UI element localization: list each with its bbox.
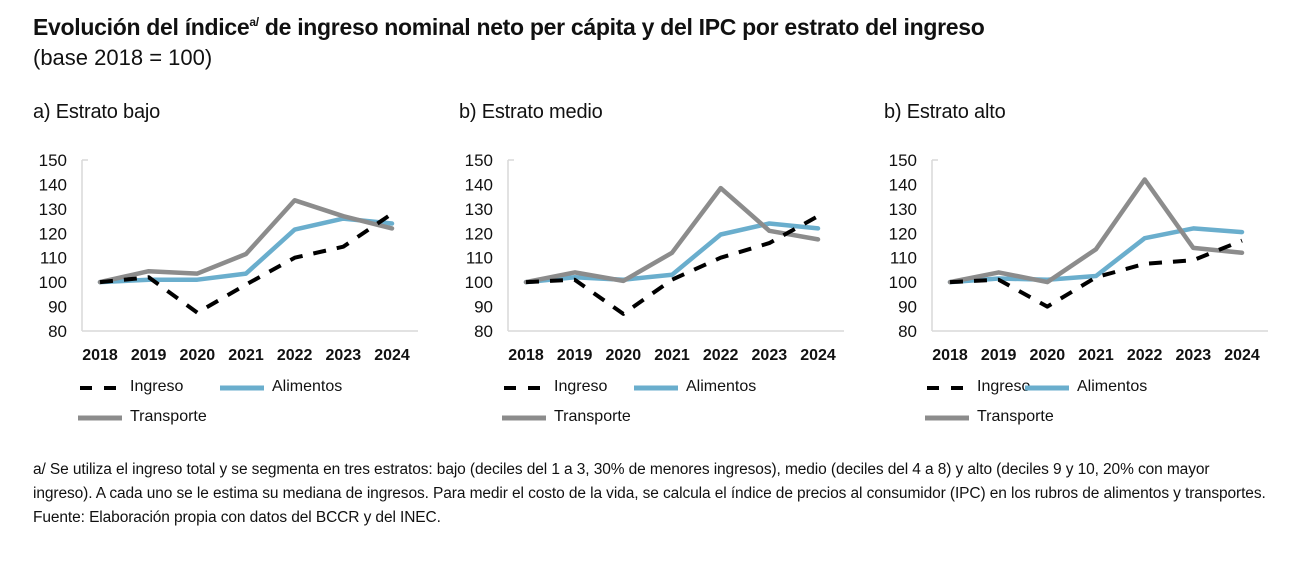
x-tick-label: 2024 — [800, 347, 836, 364]
title-text-rest: de ingreso nominal neto per cápita y del… — [258, 14, 985, 40]
x-tick-label: 2021 — [654, 347, 690, 364]
legend-item-alimentos: Alimentos — [634, 378, 756, 396]
y-tick-label: 90 — [474, 298, 493, 317]
chart-estrato-alto: 150 140 130 120 110 100 90 80 2018 2019 2020 2021 20… — [889, 151, 1268, 364]
x-tick-label: 2023 — [326, 347, 362, 364]
title-text: Evolución del índice — [33, 14, 250, 40]
x-tick-label: 2018 — [932, 347, 968, 364]
figure-title: Evolución del índicea/ de ingreso nomina… — [33, 14, 985, 41]
panel-title-bajo: a) Estrato bajo — [33, 101, 161, 123]
y-tick-label: 80 — [48, 322, 67, 341]
x-tick-label: 2019 — [131, 347, 167, 364]
legend-swatch-alimentos — [1025, 379, 1069, 395]
x-tick-label: 2018 — [82, 347, 118, 364]
legend-item-alimentos: Alimentos — [220, 378, 342, 396]
legend-label-alimentos: Alimentos — [1077, 378, 1148, 395]
x-tick-label: 2024 — [374, 347, 410, 364]
chart-estrato-bajo: 150 140 130 120 110 100 90 80 2018 2019 2020 2021 20… — [39, 151, 418, 364]
y-tick-label: 130 — [889, 200, 917, 219]
legend-swatch-alimentos — [220, 379, 264, 395]
y-tick-label: 140 — [39, 175, 67, 194]
legend-label-transporte: Transporte — [977, 408, 1054, 425]
x-tick-label: 2021 — [228, 347, 264, 364]
legend-swatch-transporte — [502, 409, 546, 425]
x-tick-label: 2018 — [508, 347, 544, 364]
legend-label-ingreso: Ingreso — [554, 378, 608, 395]
series-line-alimentos — [523, 221, 821, 285]
legend-swatch-ingreso — [78, 379, 122, 395]
x-tick-label: 2022 — [1127, 347, 1163, 364]
y-tick-label: 100 — [39, 273, 67, 292]
x-tick-label: 2019 — [557, 347, 593, 364]
title-footnote-marker: a/ — [249, 15, 259, 29]
series-line-ingreso — [949, 238, 1243, 309]
legend-label-ingreso: Ingreso — [130, 378, 184, 395]
series-line-transporte — [947, 177, 1245, 285]
series-line-transporte — [97, 198, 395, 285]
legend-item-alimentos: Alimentos — [1025, 378, 1147, 396]
series-line-ingreso — [99, 212, 394, 315]
legend-label-transporte: Transporte — [554, 408, 631, 425]
x-tick-label: 2020 — [180, 347, 216, 364]
legend-item-ingreso: Ingreso — [78, 378, 183, 396]
x-tick-label: 2020 — [1030, 347, 1066, 364]
y-tick-label: 150 — [889, 151, 917, 170]
legend-item-ingreso: Ingreso — [502, 378, 607, 396]
source-note: Fuente: Elaboración propia con datos del… — [33, 509, 441, 526]
legend-item-transporte: Transporte — [502, 408, 631, 426]
legend-item-ingreso: Ingreso — [925, 378, 1030, 396]
y-tick-label: 150 — [39, 151, 67, 170]
y-tick-label: 80 — [898, 322, 917, 341]
legend-swatch-ingreso — [502, 379, 546, 395]
legend-item-transporte: Transporte — [925, 408, 1054, 426]
y-tick-label: 80 — [474, 322, 493, 341]
x-tick-label: 2022 — [277, 347, 313, 364]
y-tick-label: 100 — [465, 273, 493, 292]
y-tick-label: 100 — [889, 273, 917, 292]
y-tick-label: 120 — [465, 224, 493, 243]
legend-swatch-transporte — [78, 409, 122, 425]
y-tick-label: 130 — [39, 200, 67, 219]
panel-title-alto: b) Estrato alto — [884, 101, 1006, 123]
x-tick-label: 2019 — [981, 347, 1017, 364]
y-tick-label: 130 — [465, 200, 493, 219]
x-tick-label: 2024 — [1224, 347, 1260, 364]
legend-label-transporte: Transporte — [130, 408, 207, 425]
x-tick-label: 2022 — [703, 347, 739, 364]
legend-swatch-alimentos — [634, 379, 678, 395]
y-tick-label: 90 — [48, 298, 67, 317]
series-line-ingreso — [525, 214, 819, 316]
y-tick-label: 120 — [889, 224, 917, 243]
y-tick-label: 90 — [898, 298, 917, 317]
x-tick-label: 2023 — [752, 347, 788, 364]
x-tick-label: 2023 — [1176, 347, 1212, 364]
figure-subtitle: (base 2018 = 100) — [33, 45, 213, 70]
legend-label-alimentos: Alimentos — [272, 378, 343, 395]
legend-swatch-transporte — [925, 409, 969, 425]
x-tick-label: 2021 — [1078, 347, 1114, 364]
y-tick-label: 110 — [890, 249, 917, 268]
footnote: a/ Se utiliza el ingreso total y se segm… — [33, 461, 1266, 502]
series-line-transporte — [523, 185, 821, 285]
y-tick-label: 150 — [465, 151, 493, 170]
figure-notes: a/ Se utiliza el ingreso total y se segm… — [33, 458, 1273, 530]
chart-estrato-medio: 150 140 130 120 110 100 90 80 2018 2019 2020 2021 20… — [465, 151, 844, 364]
panel-title-medio: b) Estrato medio — [459, 101, 603, 123]
legend-item-transporte: Transporte — [78, 408, 207, 426]
legend-label-ingreso: Ingreso — [977, 378, 1031, 395]
y-tick-label: 140 — [889, 175, 917, 194]
x-tick-label: 2020 — [606, 347, 642, 364]
y-tick-label: 120 — [39, 224, 67, 243]
y-tick-label: 140 — [465, 175, 493, 194]
y-tick-label: 110 — [40, 249, 67, 268]
legend-label-alimentos: Alimentos — [686, 378, 757, 395]
legend-swatch-ingreso — [925, 379, 969, 395]
y-tick-label: 110 — [466, 249, 493, 268]
